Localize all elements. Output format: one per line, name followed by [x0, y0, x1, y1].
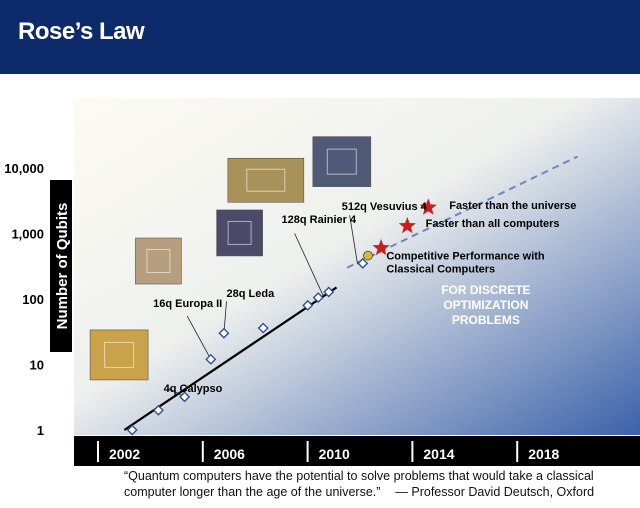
chip-photo-core-leda [227, 220, 252, 245]
chip-photo-calypso [89, 329, 149, 381]
annotation-competitive-line: Competitive Performance with [386, 251, 545, 263]
x-axis-band [74, 436, 640, 466]
data-point [312, 292, 324, 304]
annotation-faster-all: Faster than all computers [426, 218, 560, 230]
data-point [152, 404, 164, 416]
y-axis-label: Number of Qubits [54, 203, 71, 330]
annotation-connector [294, 233, 324, 297]
y-tick-label: 1 [37, 423, 44, 438]
chip-photo-core-rainier [246, 168, 286, 192]
annotation-connector [186, 315, 212, 360]
y-tick-label: 10,000 [4, 161, 44, 176]
chip-photo-core-vesuvius [326, 148, 357, 175]
annotation-competitive-line: Classical Computers [386, 264, 495, 276]
title-bar: Rose’s Law [0, 0, 640, 74]
y-tick-label: 100 [22, 292, 44, 307]
annotation-connector [223, 301, 227, 334]
x-tick-label: 2014 [423, 446, 454, 462]
x-tick-label: 2002 [109, 446, 140, 462]
annotation-connector [349, 215, 358, 265]
y-axis-label-band [50, 180, 72, 352]
annotation-calypso: 4q Calypso [164, 383, 223, 395]
y-tick-label: 10 [30, 358, 44, 373]
chip-photo-europa [135, 237, 182, 285]
data-point [126, 424, 138, 436]
milestone-point [363, 250, 373, 261]
annotation-rainier: 128q Rainier 4 [282, 214, 357, 226]
projected-trend-line [346, 155, 579, 269]
data-point [323, 286, 335, 298]
annotation-europa: 16q Europa II [153, 298, 222, 310]
data-point [257, 322, 269, 334]
chip-photo-leda [216, 209, 263, 257]
optimization-label-line: FOR DISCRETE [441, 283, 530, 297]
roses-law-chart: Number of Qubits 2002 2006 2010 2014 2018 1 10… [4, 98, 640, 466]
optimization-label-line: OPTIMIZATION [443, 298, 528, 312]
chip-photo-rainier [227, 157, 305, 203]
data-point [179, 391, 191, 403]
data-point [357, 257, 369, 269]
quote-attribution: — Professor David Deutsch, Oxford [395, 485, 595, 499]
data-point [205, 353, 217, 365]
chip-photo-core-europa [146, 249, 171, 274]
quote-text: “Quantum computers have the potential to… [124, 469, 594, 499]
chip-photo-core-calypso [104, 341, 135, 368]
optimization-label-line: PROBLEMS [452, 313, 520, 327]
data-point [218, 327, 230, 339]
quote: “Quantum computers have the potential to… [124, 468, 636, 500]
chip-photo-vesuvius [312, 136, 372, 187]
x-tick-label: 2018 [528, 446, 559, 462]
annotation-vesuvius: 512q Vesuvius 4 [342, 201, 428, 213]
x-tick-label: 2010 [319, 446, 350, 462]
data-point [302, 299, 314, 311]
star-marker [419, 198, 437, 215]
page-title: Rose’s Law [18, 18, 145, 45]
annotation-leda: 28q Leda [227, 288, 276, 300]
star-marker [398, 217, 416, 234]
y-tick-label: 1,000 [11, 227, 44, 242]
x-tick-label: 2006 [214, 446, 245, 462]
star-marker [372, 239, 390, 256]
annotation-faster-universe: Faster than the universe [449, 200, 576, 212]
